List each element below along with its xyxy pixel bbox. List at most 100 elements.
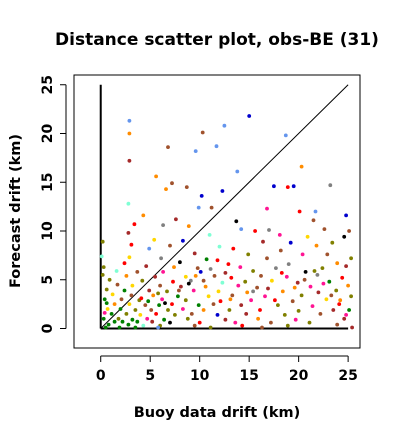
data-point: [173, 313, 177, 317]
data-point: [285, 185, 290, 190]
data-point: [227, 308, 232, 312]
data-point: [245, 290, 250, 295]
data-point: [141, 213, 146, 218]
x-tick-label: 0: [96, 368, 106, 384]
data-point: [284, 274, 289, 279]
data-point: [203, 284, 208, 289]
data-point: [143, 303, 148, 307]
data-point: [239, 303, 244, 307]
data-point: [240, 323, 245, 328]
data-point: [251, 289, 256, 294]
data-point: [312, 269, 317, 273]
data-point: [212, 274, 217, 278]
data-point: [112, 302, 117, 306]
plot-frame: [73, 74, 361, 349]
data-point: [176, 294, 180, 299]
data-point: [239, 227, 244, 232]
data-point: [110, 292, 115, 297]
data-point: [149, 308, 154, 312]
reference-lines: [99, 84, 349, 330]
data-point: [300, 252, 305, 257]
data-point: [308, 284, 313, 289]
data-point: [208, 267, 213, 271]
data-point: [147, 288, 152, 293]
data-point: [344, 264, 348, 268]
data-point: [129, 293, 134, 298]
data-point: [274, 266, 278, 270]
data-point: [135, 270, 140, 274]
data-point: [201, 278, 206, 283]
data-point: [208, 325, 213, 330]
data-point: [331, 308, 336, 312]
data-point: [116, 316, 121, 321]
data-point: [138, 313, 143, 317]
data-point: [280, 289, 285, 294]
data-point: [316, 290, 321, 295]
data-point: [223, 317, 228, 322]
data-point: [126, 201, 131, 206]
data-point: [204, 257, 209, 262]
data-point: [114, 269, 119, 273]
data-point: [228, 297, 233, 302]
chart-title: Distance scatter plot, obs-BE (31): [55, 30, 379, 50]
data-point: [338, 298, 343, 303]
data-point: [154, 312, 159, 316]
data-point: [220, 280, 225, 285]
data-point: [218, 299, 223, 304]
data-point: [201, 308, 206, 312]
data-point: [117, 325, 122, 330]
data-point: [220, 189, 225, 193]
data-point: [253, 229, 257, 233]
data-point: [206, 294, 211, 299]
data-point: [130, 317, 135, 322]
data-point: [124, 274, 129, 278]
data-points: [99, 114, 354, 330]
x-tick-label: 10: [190, 368, 210, 384]
data-point: [196, 205, 201, 210]
data-point: [164, 187, 168, 192]
data-point: [209, 205, 214, 210]
data-point: [286, 262, 291, 266]
data-point: [192, 323, 197, 328]
data-point: [193, 149, 198, 154]
data-point: [285, 323, 290, 328]
data-point: [174, 217, 178, 222]
data-point: [130, 283, 135, 288]
data-point: [277, 233, 282, 237]
data-point: [299, 164, 304, 169]
data-point: [139, 296, 144, 301]
y-tick-label: 25: [40, 75, 56, 94]
data-point: [147, 246, 152, 251]
y-tick-label: 15: [40, 173, 56, 192]
x-tick-label: 15: [239, 368, 258, 384]
data-point: [283, 133, 288, 138]
data-point: [229, 275, 234, 280]
data-point: [129, 242, 134, 247]
data-point: [217, 244, 222, 249]
data-point: [168, 320, 172, 325]
data-point: [231, 246, 236, 251]
data-point: [299, 293, 304, 298]
data-point: [157, 303, 162, 307]
data-point: [146, 299, 151, 304]
data-point: [200, 130, 205, 135]
data-point: [186, 281, 191, 286]
data-point: [181, 238, 185, 243]
data-point: [188, 278, 193, 283]
data-point: [334, 288, 339, 293]
y-axis-label: Forecast drift (km): [8, 134, 24, 288]
data-point: [186, 224, 191, 229]
data-point: [244, 312, 249, 316]
data-point: [133, 308, 138, 312]
data-point: [320, 266, 325, 270]
data-point: [170, 181, 174, 186]
data-point: [158, 283, 163, 288]
data-point: [236, 283, 241, 288]
data-point: [288, 240, 293, 245]
data-point: [153, 274, 158, 279]
data-point: [104, 287, 109, 292]
data-point: [216, 289, 221, 294]
data-point: [183, 298, 188, 303]
data-point: [145, 316, 150, 321]
data-point: [327, 279, 332, 284]
